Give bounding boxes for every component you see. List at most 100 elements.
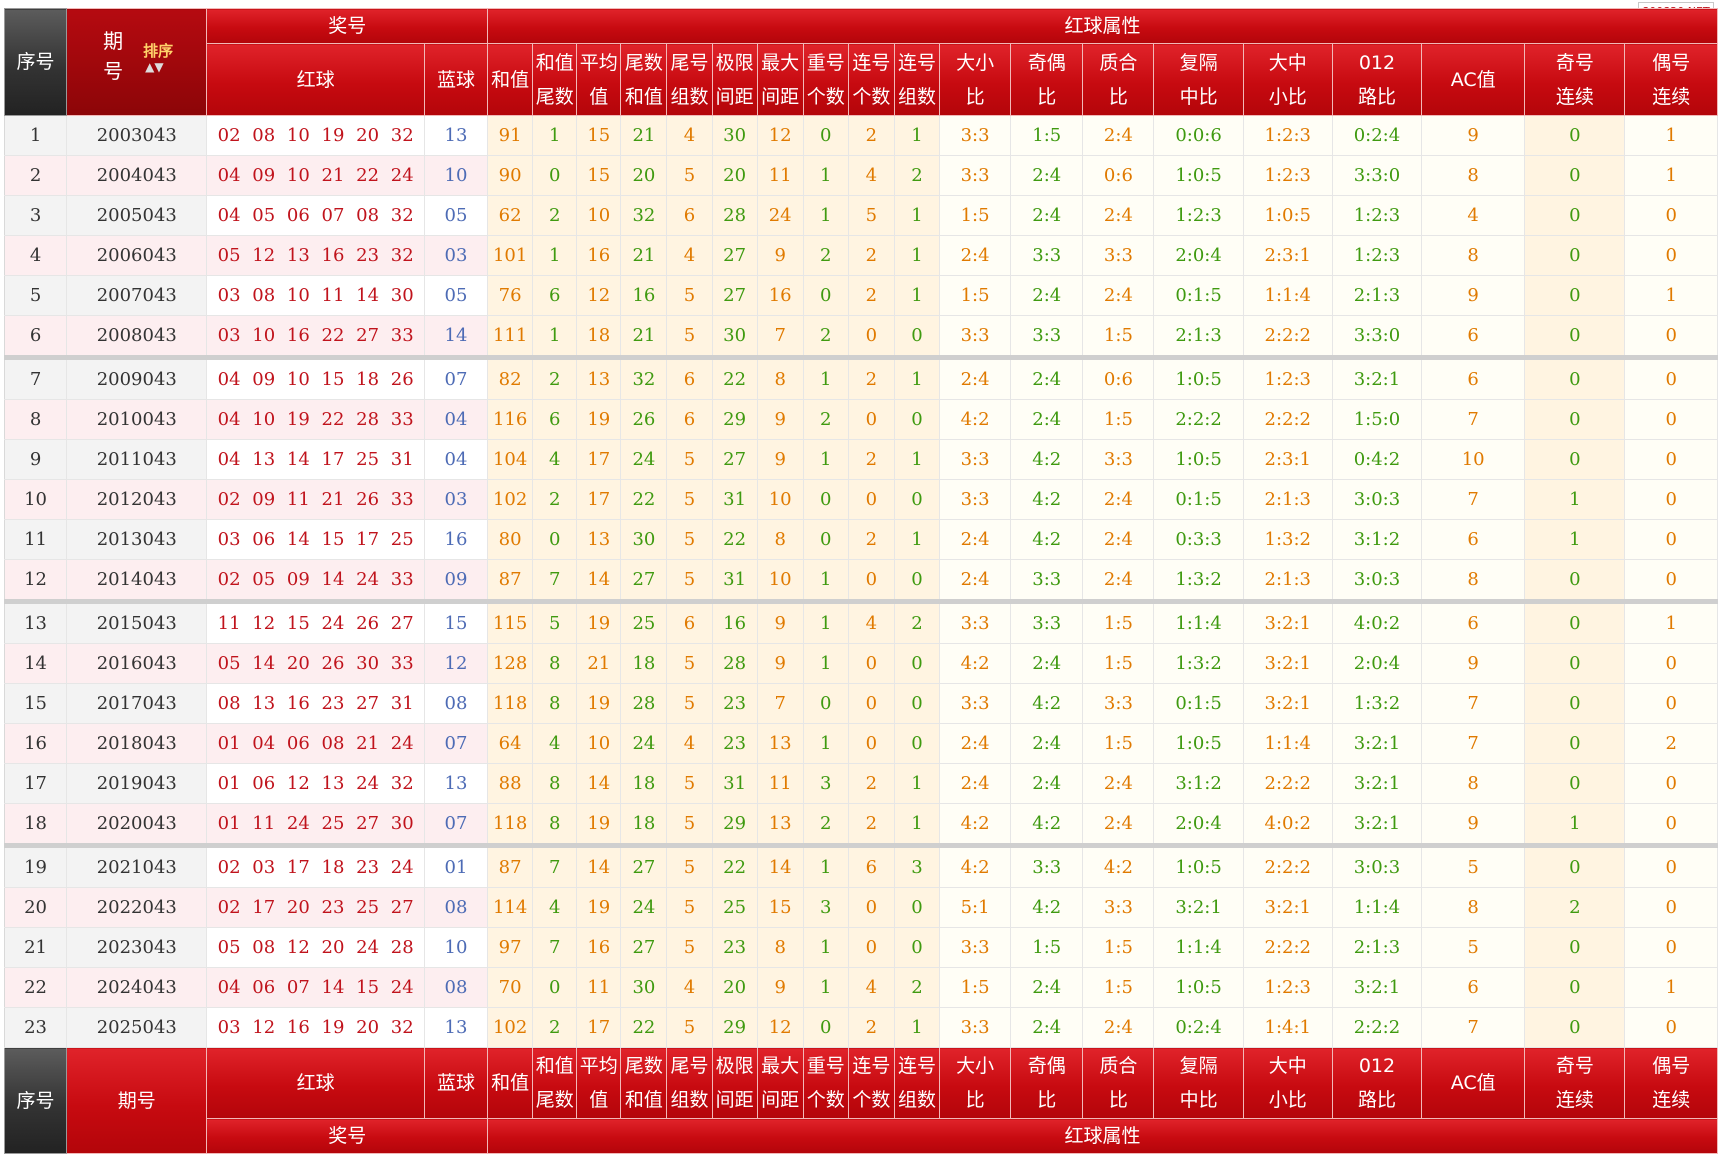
- header-attr-col-label: 中比: [1179, 85, 1218, 108]
- attr-cell: 4: [847, 967, 895, 1008]
- attr-cell: 5:1: [939, 887, 1012, 928]
- attr-cell: 9: [756, 235, 804, 276]
- attr-cell: 4:2: [1010, 519, 1084, 560]
- attr-cell: 3:2:1: [1331, 355, 1423, 400]
- attr-cell: 2:4: [1010, 195, 1084, 236]
- attr-cell: 24: [620, 723, 668, 764]
- attr-cell: 3:3: [939, 315, 1012, 358]
- footer-attr-col-label: 路比: [1357, 1089, 1396, 1111]
- attr-cell: 16: [756, 275, 804, 316]
- header-attr-col-18: 奇号 连续: [1524, 43, 1626, 116]
- attr-cell: 6: [1421, 355, 1526, 400]
- table-row: 10 2012043 02 09 11 21 26 33 03 102 2 17 22 5 31 1…: [3, 479, 1718, 520]
- attr-cell: 3:3: [939, 927, 1012, 968]
- attr-cell: 8: [532, 803, 578, 846]
- attr-cell: 18: [620, 763, 668, 804]
- attr-cell: 1: [802, 439, 849, 480]
- attr-cell: 3:3: [939, 115, 1012, 156]
- attr-cell: 2:2:2: [1242, 763, 1333, 804]
- attr-cell: 1:3:2: [1242, 519, 1333, 560]
- attr-cell: 2:4: [1082, 559, 1155, 602]
- attr-cell: 0: [1524, 723, 1626, 764]
- seq-cell: 17: [3, 763, 68, 804]
- attr-cell: 1:5: [939, 195, 1012, 236]
- attr-cell: 0: [1624, 887, 1718, 928]
- attr-cell: 4:2: [1010, 803, 1084, 846]
- attr-cell: 1:5: [1082, 599, 1155, 644]
- attr-cell: 5: [666, 559, 713, 602]
- attr-cell: 2: [847, 803, 895, 846]
- table-row: 4 2006043 05 12 13 16 23 32 03 101 1 16 21 4 27 9 2…: [3, 235, 1718, 276]
- attr-cell: 6: [1421, 967, 1526, 1008]
- attr-cell: 32: [620, 355, 668, 400]
- footer-attr-col-label: 奇号: [1555, 1055, 1594, 1077]
- sort-arrows-icon[interactable]: ▲▼: [145, 60, 164, 74]
- seq-cell: 22: [3, 967, 68, 1008]
- seq-cell: 15: [3, 683, 68, 724]
- attr-cell: 29: [711, 399, 758, 440]
- attr-cell: 0:1:5: [1153, 683, 1244, 724]
- attr-cell: 1:5: [1082, 315, 1155, 358]
- sort-button[interactable]: 排序: [143, 42, 174, 60]
- header-attr-col-label: 复隔: [1179, 51, 1218, 74]
- attr-cell: 0: [1624, 479, 1718, 520]
- attr-cell: 64: [487, 723, 534, 764]
- attr-cell: 2: [847, 519, 895, 560]
- attr-cell: 0: [1524, 599, 1626, 644]
- attr-cell: 1: [532, 315, 578, 358]
- attr-cell: 0: [1524, 439, 1626, 480]
- attr-cell: 4:2: [1010, 439, 1084, 480]
- header-attr-col-label: 连号: [852, 51, 891, 74]
- attr-cell: 0: [893, 479, 941, 520]
- attr-cell: 6: [1421, 519, 1526, 560]
- attr-cell: 4: [532, 723, 578, 764]
- attr-cell: 13: [576, 355, 622, 400]
- attr-cell: 1:2:3: [1242, 355, 1333, 400]
- header-attr-col-label: 大小: [956, 51, 995, 74]
- attr-cell: 7: [1421, 683, 1526, 724]
- attr-cell: 1:1:4: [1242, 275, 1333, 316]
- header-attr-col-label: AC值: [1450, 68, 1496, 91]
- attr-cell: 0: [1624, 763, 1718, 804]
- header-attr-col-13: 质合比: [1082, 43, 1155, 116]
- blue-ball-cell: 13: [423, 1007, 489, 1048]
- attr-cell: 3:3: [1010, 843, 1084, 888]
- attr-cell: 2:2:2: [1331, 1007, 1423, 1048]
- footer-attr-col-label: 质合: [1099, 1055, 1138, 1077]
- header-attr-col-label: 个数: [806, 85, 845, 108]
- header-attr-col-label: 重号: [806, 51, 845, 74]
- attr-cell: 2: [802, 399, 849, 440]
- attr-cell: 0:6: [1082, 355, 1155, 400]
- table-row: 13 2015043 11 12 15 24 26 27 15 115 5 19 25 6 16 9…: [3, 599, 1718, 644]
- attr-cell: 1: [802, 599, 849, 644]
- attr-cell: 12: [756, 115, 804, 156]
- attr-cell: 1:5:0: [1331, 399, 1423, 440]
- red-ball-cell: 01 04 06 08 21 24: [206, 723, 425, 764]
- table-row: 20 2022043 02 17 20 23 25 27 08 114 4 19 24 5 25 1…: [3, 887, 1718, 928]
- period-cell: 2023043: [66, 927, 208, 968]
- attr-cell: 16: [576, 927, 622, 968]
- footer-attr-col-label: 比: [965, 1089, 985, 1111]
- table-row: 16 2018043 01 04 06 08 21 24 07 64 4 10 24 4 23 13…: [3, 723, 1718, 764]
- attr-cell: 5: [1421, 927, 1526, 968]
- attr-cell: 0: [1624, 683, 1718, 724]
- attr-cell: 19: [576, 683, 622, 724]
- blue-ball-cell: 13: [423, 115, 489, 156]
- attr-cell: 2: [847, 235, 895, 276]
- attr-cell: 3:2:1: [1331, 967, 1423, 1008]
- attr-cell: 3:0:3: [1331, 479, 1423, 520]
- period-cell: 2010043: [66, 399, 208, 440]
- attr-cell: 1:3:2: [1153, 559, 1244, 602]
- header-attr-col-label: 间距: [715, 85, 754, 108]
- attr-cell: 5: [847, 195, 895, 236]
- attr-cell: 19: [576, 399, 622, 440]
- attr-cell: 2:4: [1010, 155, 1084, 196]
- attr-cell: 31: [711, 559, 758, 602]
- attr-cell: 3: [802, 887, 849, 928]
- header-attr-col-5: 尾号 组数: [666, 43, 713, 116]
- attr-cell: 1: [1524, 803, 1626, 846]
- table-row: 14 2016043 05 14 20 26 30 33 12 128 8 21 18 5 28 9…: [3, 643, 1718, 684]
- header-attr-col-label: 尾数: [624, 51, 663, 74]
- footer-attr-col-label: 和值: [491, 1072, 530, 1094]
- footer-attr-col-16: 012 路比: [1331, 1047, 1423, 1119]
